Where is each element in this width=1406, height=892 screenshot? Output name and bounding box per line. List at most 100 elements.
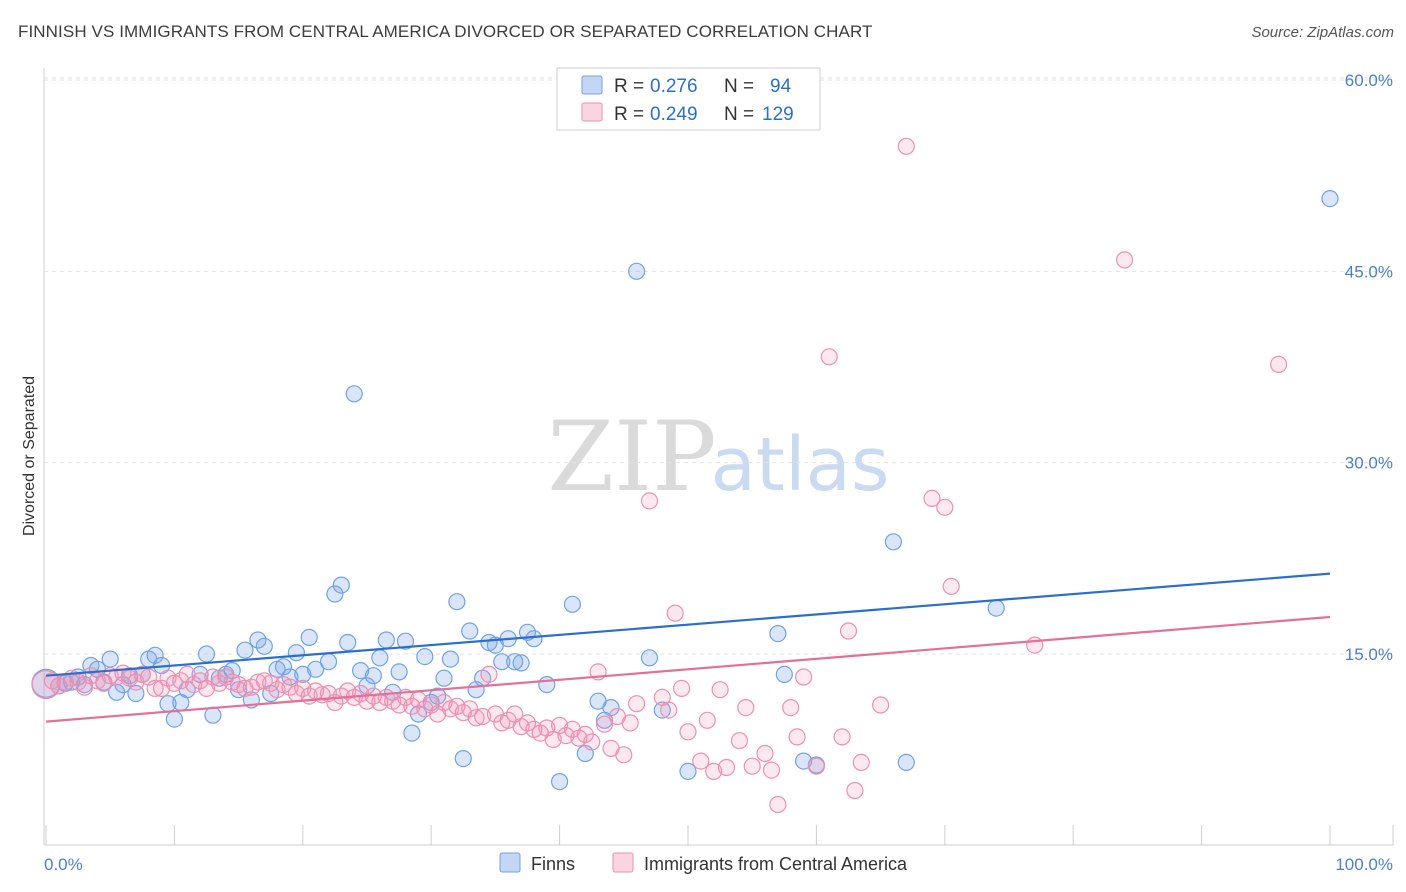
series-1-point-111 bbox=[788, 728, 806, 746]
series-1-point-18 bbox=[153, 679, 171, 698]
series-0-point-46 bbox=[352, 661, 370, 680]
series-0-point-56 bbox=[416, 647, 434, 666]
gridlines bbox=[44, 77, 1393, 655]
series-0-point-16 bbox=[146, 646, 164, 664]
series-1-point-68 bbox=[474, 707, 492, 726]
series-1-point-106 bbox=[743, 757, 761, 775]
series-0-point-32 bbox=[255, 637, 273, 655]
series-1-point-91 bbox=[621, 714, 639, 732]
series-1-point-75 bbox=[518, 714, 537, 732]
series-1-point-17 bbox=[146, 679, 164, 698]
bottom-legend-swatch-central-america bbox=[612, 852, 634, 873]
bottom-legend-label-central-america: Immigrants from Central America bbox=[644, 854, 908, 874]
series-1-point-107 bbox=[756, 744, 774, 763]
series-1-point-103 bbox=[717, 758, 736, 777]
series-1-point-117 bbox=[846, 781, 864, 800]
series-1-point-81 bbox=[557, 726, 575, 745]
series-0-point-86 bbox=[775, 665, 793, 684]
legend-r-label-2: R = bbox=[614, 104, 644, 125]
bottom-legend: Finns Immigrants from Central America bbox=[499, 852, 908, 874]
data-points bbox=[31, 137, 1339, 814]
series-0-point-29 bbox=[236, 641, 254, 659]
series-0-point-38 bbox=[294, 665, 312, 684]
chart-title: FINNISH VS IMMIGRANTS FROM CENTRAL AMERI… bbox=[18, 22, 873, 41]
y-axis-label: Divorced or Separated bbox=[21, 376, 38, 536]
series-0-point-37 bbox=[287, 644, 305, 662]
legend: R = 0.276 N = 94 R = 0.249 N = 129 bbox=[556, 67, 821, 131]
bottom-legend-label-finns: Finns bbox=[531, 854, 575, 874]
legend-n-value-1: 94 bbox=[770, 76, 792, 97]
series-0-point-83 bbox=[653, 701, 671, 719]
series-0-point-91 bbox=[987, 599, 1005, 617]
series-0-point-31 bbox=[249, 631, 267, 649]
series-0-point-63 bbox=[461, 622, 479, 640]
legend-swatch-finns bbox=[581, 75, 603, 95]
series-1-point-97 bbox=[672, 679, 691, 698]
series-1-point-109 bbox=[769, 795, 787, 814]
series-0-point-59 bbox=[435, 669, 453, 687]
series-0-point-89 bbox=[884, 533, 903, 551]
x-tick-label-min: 0.0% bbox=[44, 855, 83, 874]
series-1-point-99 bbox=[692, 752, 710, 770]
series-0-point-84 bbox=[679, 762, 697, 781]
series-1-point-113 bbox=[807, 757, 826, 775]
legend-r-label-1: R = bbox=[614, 76, 644, 97]
series-1-point-121 bbox=[923, 489, 941, 507]
series-1-point-47 bbox=[339, 682, 357, 700]
series-1-point-26 bbox=[204, 668, 222, 686]
series-0-trend-line bbox=[45, 572, 1331, 677]
series-1-point-102 bbox=[711, 681, 729, 699]
series-0-point-22 bbox=[191, 665, 209, 684]
series-0-points bbox=[31, 190, 1339, 791]
series-0-point-45 bbox=[345, 385, 363, 403]
series-1-point-108 bbox=[762, 761, 781, 779]
source-label: Source: ZipAtlas.com bbox=[1251, 24, 1394, 41]
series-0-point-19 bbox=[165, 710, 183, 728]
legend-n-label-1: N = bbox=[724, 76, 754, 97]
series-1-point-66 bbox=[461, 700, 479, 718]
series-0-point-80 bbox=[602, 698, 620, 717]
series-1-point-125 bbox=[1115, 251, 1134, 269]
series-0-point-82 bbox=[640, 649, 659, 667]
y-tick-label-45: 45.0% bbox=[1345, 262, 1393, 281]
series-0-point-74 bbox=[538, 675, 556, 694]
series-1-point-123 bbox=[942, 577, 960, 596]
series-0-point-71 bbox=[512, 654, 530, 672]
series-1-trend-line bbox=[45, 615, 1331, 723]
series-0-point-48 bbox=[364, 667, 382, 685]
series-0-point-85 bbox=[769, 624, 787, 643]
series-0-point-9 bbox=[101, 650, 119, 668]
series-1-point-90 bbox=[615, 746, 633, 764]
series-0-point-24 bbox=[204, 706, 222, 724]
legend-n-value-2: 129 bbox=[762, 104, 794, 125]
series-1-point-95 bbox=[660, 701, 678, 719]
series-1-point-85 bbox=[583, 733, 601, 751]
watermark-atlas: atlas bbox=[711, 422, 890, 508]
series-1-point-101 bbox=[705, 762, 723, 781]
trend-lines bbox=[45, 572, 1331, 723]
series-1-point-104 bbox=[730, 732, 749, 750]
series-1-point-21 bbox=[172, 672, 190, 690]
series-1-point-87 bbox=[595, 715, 614, 733]
series-0-point-50 bbox=[377, 631, 395, 649]
series-1-point-118 bbox=[852, 753, 870, 772]
bottom-legend-swatch-finns bbox=[499, 852, 521, 873]
series-1-point-98 bbox=[679, 723, 697, 741]
series-1-point-35 bbox=[262, 674, 280, 692]
series-0-point-39 bbox=[300, 628, 318, 647]
legend-box bbox=[556, 67, 821, 131]
series-1-point-64 bbox=[448, 697, 466, 715]
series-1-point-60 bbox=[422, 696, 440, 714]
series-0-point-43 bbox=[332, 576, 350, 594]
series-0-point-44 bbox=[339, 633, 357, 652]
series-0-point-81 bbox=[627, 262, 646, 280]
series-0-point-90 bbox=[897, 753, 915, 772]
series-1-point-110 bbox=[782, 698, 800, 717]
series-0-point-75 bbox=[550, 772, 569, 791]
series-1-point-79 bbox=[544, 730, 562, 749]
y-tick-label-30: 30.0% bbox=[1345, 454, 1393, 473]
series-0-point-60 bbox=[441, 650, 460, 668]
series-1-points bbox=[31, 137, 1288, 814]
series-1-point-122 bbox=[936, 498, 954, 516]
